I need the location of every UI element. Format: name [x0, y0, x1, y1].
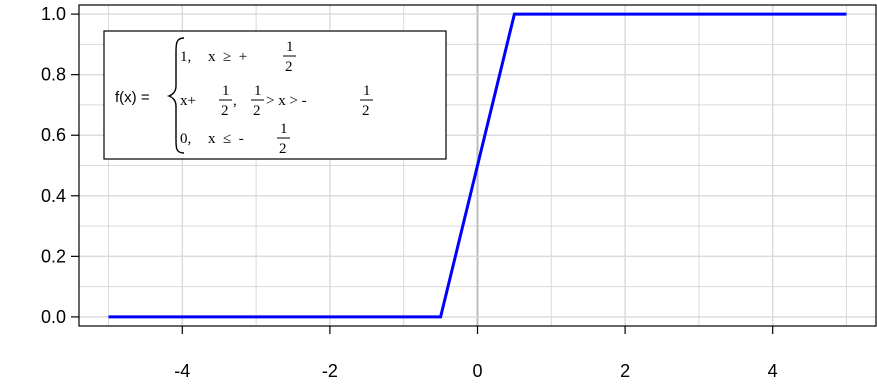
- legend-brace-icon: [166, 37, 185, 154]
- x-tick-label: 0: [472, 361, 482, 381]
- legend-row3-frac-num: 1: [280, 121, 288, 137]
- legend-row2-expr: x+: [180, 93, 196, 109]
- legend-row3-cond: x ≤ -: [208, 131, 244, 147]
- y-tick-label: 0.8: [41, 65, 66, 85]
- legend-row1-expr: 1,: [180, 49, 191, 65]
- legend-row3-expr: 0,: [180, 131, 191, 147]
- legend-row2-expr-frac-den: 2: [221, 103, 229, 119]
- legend-row2-cond: > x > -: [266, 93, 307, 109]
- legend-row2-expr-frac-num: 1: [222, 83, 230, 99]
- legend-row2-cond-frac-num: 1: [254, 83, 262, 99]
- x-tick-label: -2: [322, 361, 338, 381]
- x-axis: -4 -2 0 2 4: [174, 326, 778, 381]
- y-tick-label: 1.0: [41, 4, 66, 24]
- legend-box: [103, 30, 447, 160]
- legend: f(x) = 1, x ≥ + 1 2 x+ 1 2 , 1 2 > x > -…: [103, 30, 447, 160]
- legend-row2-cond-frac-den: 2: [253, 103, 261, 119]
- legend-row3-frac-den: 2: [279, 141, 287, 157]
- legend-row2-comma: ,: [233, 93, 237, 109]
- y-tick-label: 0.0: [41, 307, 66, 327]
- legend-row1-frac-den: 2: [285, 59, 293, 75]
- x-tick-label: -4: [174, 361, 190, 381]
- legend-row1-cond: x ≥ +: [208, 49, 247, 65]
- legend-row2-frac-den: 2: [362, 103, 370, 119]
- y-tick-label: 0.4: [41, 186, 66, 206]
- y-axis: 0.0 0.2 0.4 0.6 0.8 1.0: [41, 4, 79, 327]
- plot-frame: [78, 4, 877, 327]
- series-line: [108, 12, 847, 319]
- x-tick-label: 2: [620, 361, 630, 381]
- legend-row1-frac-num: 1: [286, 39, 294, 55]
- y-tick-label: 0.6: [41, 125, 66, 145]
- y-tick-label: 0.2: [41, 246, 66, 266]
- legend-lhs: f(x) =: [115, 89, 150, 106]
- x-tick-label: 4: [768, 361, 778, 381]
- legend-row2-frac-num: 1: [363, 83, 371, 99]
